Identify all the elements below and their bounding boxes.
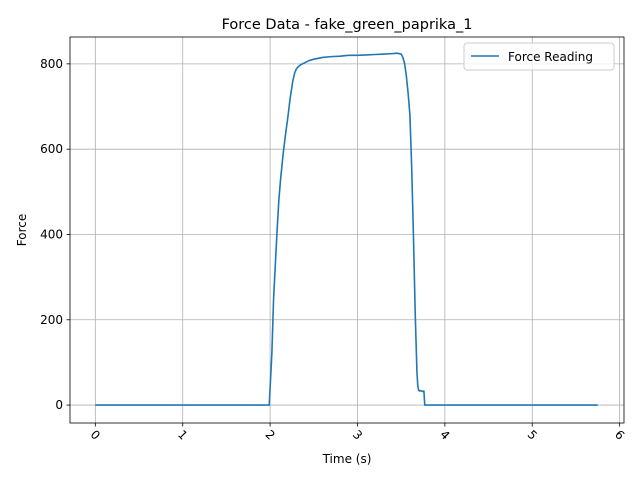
plot-frame bbox=[69, 36, 625, 424]
series-line-force-reading bbox=[95, 52, 598, 406]
y-tick-label: 400 bbox=[40, 227, 63, 241]
y-tick-label: 200 bbox=[40, 313, 63, 327]
x-axis-label: Time (s) bbox=[322, 452, 372, 466]
y-tick-label: 0 bbox=[55, 398, 63, 412]
y-tick-label: 800 bbox=[40, 57, 63, 71]
series-layer bbox=[95, 52, 598, 406]
grid bbox=[70, 37, 624, 423]
y-axis-label: Force bbox=[15, 214, 29, 246]
legend-box bbox=[463, 42, 615, 71]
legend: Force Reading bbox=[463, 42, 615, 71]
y-tick-label: 600 bbox=[40, 142, 63, 156]
legend-label-force-reading: Force Reading bbox=[508, 50, 593, 64]
chart-title: Force Data - fake_green_paprika_1 bbox=[222, 17, 473, 33]
